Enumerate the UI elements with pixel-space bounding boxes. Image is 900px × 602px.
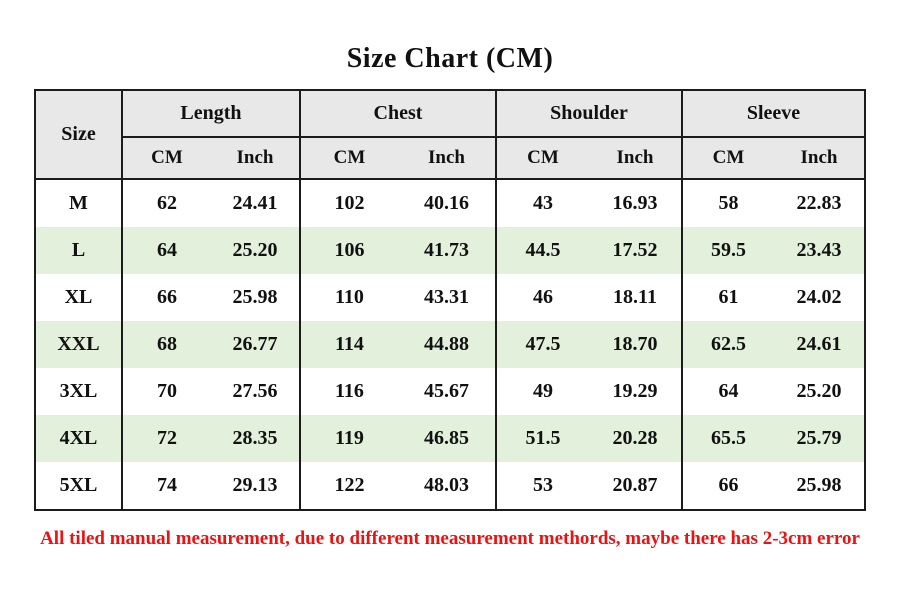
subcol-length-cm: CM [120, 136, 211, 180]
value-cell: 48.03 [423, 473, 469, 496]
size-chart-table: Size Length Chest Shoulder Sleeve CM Inc… [33, 88, 866, 511]
value-cell: 59.5 [681, 226, 774, 274]
value-cell: 45.67 [423, 379, 469, 402]
size-cell: 4XL [59, 426, 98, 449]
size-cell: 3XL [59, 379, 98, 402]
value-cell: 47.5 [495, 320, 589, 368]
subcol-shoulder-cm: CM [495, 136, 589, 180]
value-cell: 43 [495, 178, 589, 227]
value-cell: 26.77 [232, 332, 278, 355]
value-cell: 106 [298, 226, 398, 274]
value-cell: 119 [298, 414, 398, 462]
table-header: Size Length Chest Shoulder Sleeve CM Inc… [34, 89, 865, 180]
value-cell: 25.20 [796, 379, 842, 402]
value-cell: 46 [495, 273, 589, 321]
value-cell: 20.87 [612, 473, 658, 496]
value-cell: 62.5 [681, 320, 774, 368]
col-group-chest: Chest [298, 89, 496, 138]
table-row: XL 66 25.98 110 43.31 46 18.11 61 24.02 [35, 273, 865, 321]
value-cell: 46.85 [423, 426, 469, 449]
size-cell: 5XL [59, 473, 98, 496]
value-cell: 110 [298, 273, 398, 321]
header-subcolumn-row: CM Inch CM Inch CM Inch CM Inch [35, 136, 865, 180]
value-cell: 25.20 [232, 238, 278, 261]
table-row: 4XL 72 28.35 119 46.85 51.5 20.28 65.5 25.79 [34, 414, 865, 462]
value-cell: 44.5 [495, 226, 589, 274]
value-cell: 25.98 [232, 285, 278, 308]
value-cell: 24.41 [232, 191, 278, 214]
value-cell: 41.73 [423, 238, 469, 261]
value-cell: 72 [120, 414, 211, 462]
subcol-length-inch: Inch [210, 136, 300, 180]
value-cell: 68 [120, 320, 211, 368]
col-group-length: Length [120, 89, 300, 138]
value-cell: 16.93 [612, 191, 658, 214]
value-cell: 18.70 [612, 332, 658, 355]
measurement-note: All tiled manual measurement, due to dif… [40, 527, 860, 549]
size-cell: M [69, 191, 88, 214]
subcol-shoulder-inch: Inch [589, 136, 682, 180]
value-cell: 65.5 [681, 414, 774, 462]
value-cell: 49 [495, 367, 589, 415]
table-row: XXL 68 26.77 114 44.88 47.5 18.70 62.5 24.61 [34, 320, 865, 368]
size-cell: XL [64, 285, 93, 308]
table-row: 3XL 70 27.56 116 45.67 49 19.29 64 25.20 [35, 367, 865, 415]
subcol-chest-cm: CM [298, 136, 398, 180]
value-cell: 24.02 [796, 285, 842, 308]
col-group-shoulder: Shoulder [495, 89, 682, 138]
value-cell: 61 [681, 273, 774, 321]
value-cell: 74 [120, 461, 211, 510]
table-body: M 62 24.41 102 40.16 43 16.93 58 22.83 L 64 25.20 10… [34, 178, 865, 510]
value-cell: 22.83 [796, 191, 842, 214]
value-cell: 28.35 [232, 426, 278, 449]
table-row: L 64 25.20 106 41.73 44.5 17.52 59.5 23.43 [34, 226, 865, 274]
size-cell: L [71, 238, 86, 261]
col-group-sleeve: Sleeve [681, 89, 865, 138]
subcol-sleeve-cm: CM [681, 136, 774, 180]
value-cell: 64 [681, 367, 774, 415]
value-cell: 40.16 [423, 191, 469, 214]
header-group-row: Size Length Chest Shoulder Sleeve [34, 89, 865, 180]
subcol-chest-inch: Inch [397, 136, 496, 180]
value-cell: 19.29 [612, 379, 658, 402]
value-cell: 20.28 [612, 426, 658, 449]
value-cell: 62 [120, 178, 211, 227]
table-row: 5XL 74 29.13 122 48.03 53 20.87 66 25.98 [35, 461, 865, 510]
value-cell: 114 [298, 320, 398, 368]
value-cell: 29.13 [232, 473, 278, 496]
value-cell: 58 [681, 178, 774, 227]
value-cell: 44.88 [423, 332, 469, 355]
page-title: Size Chart (CM) [346, 43, 554, 74]
value-cell: 24.61 [796, 332, 842, 355]
value-cell: 51.5 [495, 414, 589, 462]
table-row: M 62 24.41 102 40.16 43 16.93 58 22.83 [35, 178, 865, 227]
value-cell: 64 [120, 226, 211, 274]
value-cell: 43.31 [423, 285, 469, 308]
value-cell: 66 [120, 273, 211, 321]
value-cell: 53 [495, 461, 589, 510]
value-cell: 25.79 [796, 426, 842, 449]
col-header-size: Size [34, 89, 122, 180]
value-cell: 116 [298, 367, 398, 415]
value-cell: 122 [298, 461, 398, 510]
value-cell: 70 [120, 367, 211, 415]
value-cell: 25.98 [796, 473, 842, 496]
value-cell: 23.43 [796, 238, 842, 261]
size-cell: XXL [57, 332, 100, 355]
value-cell: 66 [681, 461, 774, 510]
subcol-sleeve-inch: Inch [774, 136, 865, 180]
value-cell: 102 [298, 178, 398, 227]
value-cell: 18.11 [613, 285, 657, 308]
value-cell: 17.52 [612, 238, 658, 261]
value-cell: 27.56 [232, 379, 278, 402]
